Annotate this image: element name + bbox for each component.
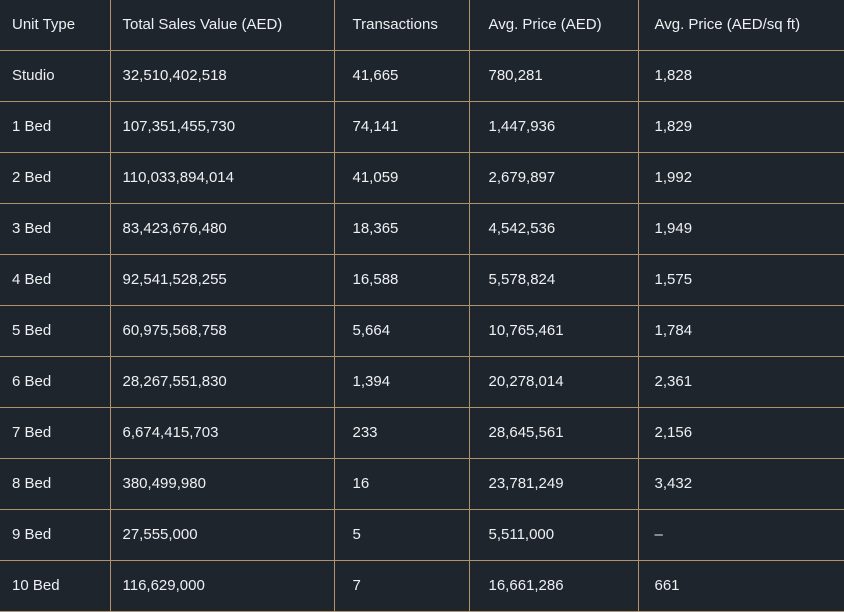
value-cell: 780,281 (468, 49, 639, 102)
value-cell: 1,394 (333, 355, 470, 408)
value-cell: 6,674,415,703 (109, 406, 335, 459)
value-cell: 23,781,249 (468, 457, 639, 510)
table-header-row: Unit Type Total Sales Value (AED) Transact… (0, 0, 844, 51)
unit-type-cell: 6 Bed (0, 355, 111, 408)
unit-type-cell: 8 Bed (0, 457, 111, 510)
value-cell: 2,156 (637, 406, 844, 459)
table-row: 8 Bed 380,499,980 16 23,781,249 3,432 (0, 457, 844, 510)
value-cell: 107,351,455,730 (109, 100, 335, 153)
value-cell: 1,575 (637, 253, 844, 306)
column-header-1: Unit Type (0, 0, 111, 51)
value-cell: 18,365 (333, 202, 470, 255)
table-row: 6 Bed 28,267,551,830 1,394 20,278,014 2,361 (0, 355, 844, 408)
table-row: 3 Bed 83,423,676,480 18,365 4,542,536 1,949 (0, 202, 844, 255)
unit-type-cell: 9 Bed (0, 508, 111, 561)
unit-type-cell: Studio (0, 49, 111, 102)
value-cell: 32,510,402,518 (109, 49, 335, 102)
value-cell: 83,423,676,480 (109, 202, 335, 255)
table-row: 4 Bed 92,541,528,255 16,588 5,578,824 1,575 (0, 253, 844, 306)
value-cell: 16,661,286 (468, 559, 639, 612)
value-cell: 1,949 (637, 202, 844, 255)
unit-type-cell: 7 Bed (0, 406, 111, 459)
table-row: 2 Bed 110,033,894,014 41,059 2,679,897 1,992 (0, 151, 844, 204)
value-cell: 10,765,461 (468, 304, 639, 357)
table-row: 9 Bed 27,555,000 5 5,511,000– (0, 508, 844, 561)
column-header-4: Avg. Price (AED) (468, 0, 639, 51)
unit-type-cell: 2 Bed (0, 151, 111, 204)
table-head: Unit Type Total Sales Value (AED) Transact… (0, 0, 844, 51)
value-cell: 7 (333, 559, 470, 612)
table-row: 10 Bed 116,629,000 7 16,661,286 661 (0, 559, 844, 612)
value-cell: 92,541,528,255 (109, 253, 335, 306)
value-cell: 110,033,894,014 (109, 151, 335, 204)
column-header-5: Avg. Price (AED/sq ft) (637, 0, 844, 51)
table-body: Studio 32,510,402,518 41,665 780,281 1,828 1 … (0, 49, 844, 612)
value-cell: 74,141 (333, 100, 470, 153)
table-row: 5 Bed 60,975,568,758 5,664 10,765,461 1,784 (0, 304, 844, 357)
table-row: 7 Bed 6,674,415,703 233 28,645,561 2,156 (0, 406, 844, 459)
unit-type-cell: 10 Bed (0, 559, 111, 612)
value-cell: 41,059 (333, 151, 470, 204)
value-cell: 3,432 (637, 457, 844, 510)
column-header-2: Total Sales Value (AED) (109, 0, 335, 51)
value-cell: 60,975,568,758 (109, 304, 335, 357)
value-cell: 1,784 (637, 304, 844, 357)
unit-type-cell: 5 Bed (0, 304, 111, 357)
value-cell: 1,829 (637, 100, 844, 153)
table-row: 1 Bed 107,351,455,730 74,141 1,447,936 1,829 (0, 100, 844, 153)
value-cell: 1,992 (637, 151, 844, 204)
value-cell: 5,664 (333, 304, 470, 357)
value-cell: 28,267,551,830 (109, 355, 335, 408)
value-cell: 41,665 (333, 49, 470, 102)
value-cell: 1,828 (637, 49, 844, 102)
value-cell: 20,278,014 (468, 355, 639, 408)
value-cell: 2,679,897 (468, 151, 639, 204)
value-cell: 233 (333, 406, 470, 459)
value-cell: 16 (333, 457, 470, 510)
value-cell: 5,511,000 (468, 508, 639, 561)
value-cell: 5,578,824 (468, 253, 639, 306)
value-cell: 661 (637, 559, 844, 612)
value-cell: 16,588 (333, 253, 470, 306)
unit-type-cell: 3 Bed (0, 202, 111, 255)
value-cell: 1,447,936 (468, 100, 639, 153)
value-cell: 28,645,561 (468, 406, 639, 459)
value-cell: 4,542,536 (468, 202, 639, 255)
unit-type-cell: 1 Bed (0, 100, 111, 153)
value-cell: 116,629,000 (109, 559, 335, 612)
column-header-3: Transactions (333, 0, 470, 51)
table-row: Studio 32,510,402,518 41,665 780,281 1,828 (0, 49, 844, 102)
value-cell: 27,555,000 (109, 508, 335, 561)
unit-type-cell: 4 Bed (0, 253, 111, 306)
value-cell: 5 (333, 508, 470, 561)
value-cell: 2,361 (637, 355, 844, 408)
value-cell: – (637, 508, 844, 561)
value-cell: 380,499,980 (109, 457, 335, 510)
